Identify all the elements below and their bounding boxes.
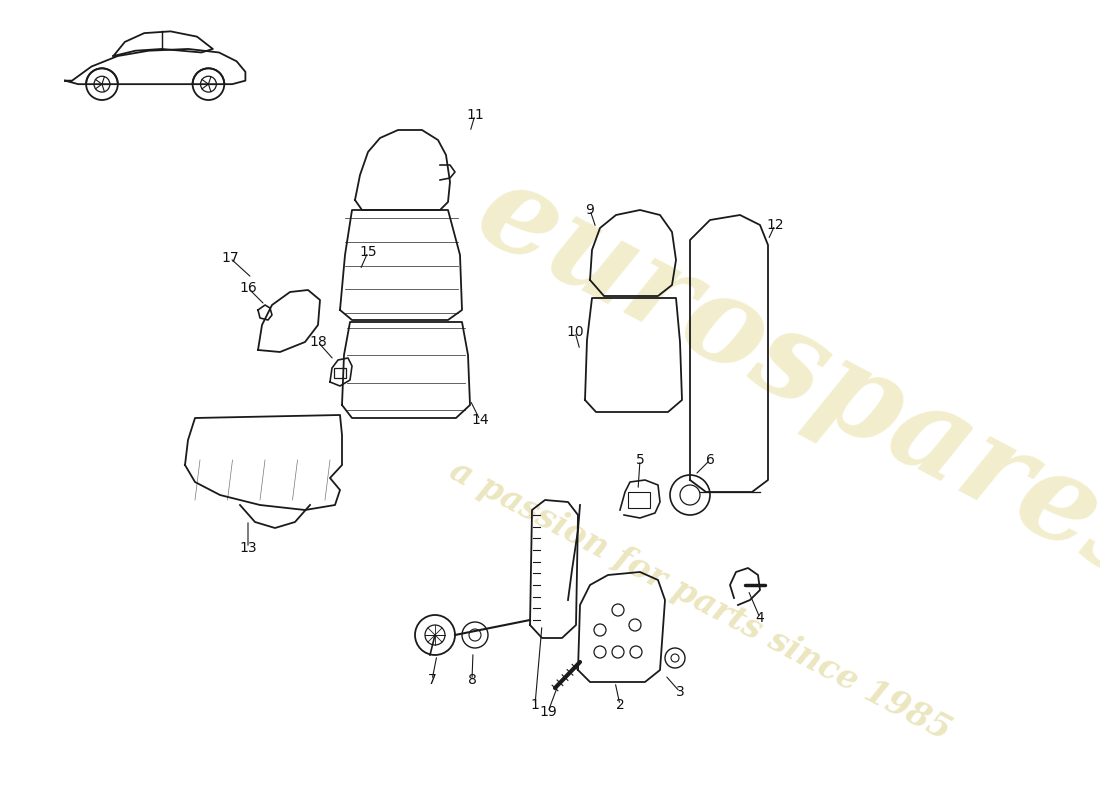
- Text: 6: 6: [705, 453, 714, 467]
- Text: 19: 19: [539, 705, 557, 719]
- Text: 1: 1: [530, 698, 539, 712]
- Text: 16: 16: [239, 281, 257, 295]
- Text: 7: 7: [428, 673, 437, 687]
- Text: 17: 17: [221, 251, 239, 265]
- Text: 14: 14: [471, 413, 488, 427]
- Text: 18: 18: [309, 335, 327, 349]
- Text: 11: 11: [466, 108, 484, 122]
- Text: 10: 10: [566, 325, 584, 339]
- Text: 3: 3: [675, 685, 684, 699]
- Text: 13: 13: [239, 541, 256, 555]
- Text: eurospares: eurospares: [458, 150, 1100, 610]
- Text: 2: 2: [616, 698, 625, 712]
- Text: 9: 9: [585, 203, 594, 217]
- Text: 15: 15: [360, 245, 377, 259]
- Text: 12: 12: [767, 218, 784, 232]
- Text: 8: 8: [468, 673, 476, 687]
- Text: a passion for parts since 1985: a passion for parts since 1985: [444, 454, 956, 746]
- Text: 5: 5: [636, 453, 645, 467]
- Text: 4: 4: [756, 611, 764, 625]
